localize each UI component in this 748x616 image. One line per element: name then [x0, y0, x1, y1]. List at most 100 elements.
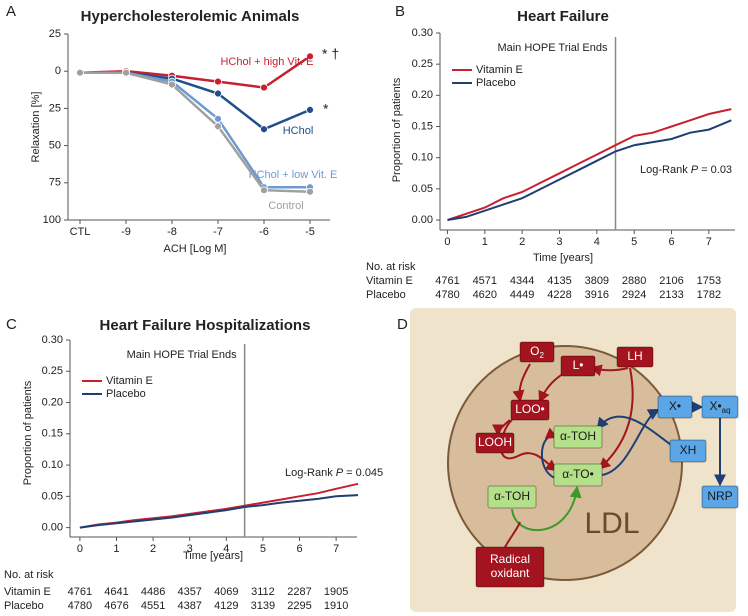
node-label: α-TOH: [494, 489, 530, 503]
y-tick-label: 0.25: [412, 58, 433, 70]
x-axis-label: ACH [Log M]: [164, 243, 227, 255]
risk-row-label: Vitamin E: [4, 586, 51, 598]
node-label: α-TOH: [560, 429, 596, 443]
y-tick-label: 75: [49, 177, 61, 189]
diagram-background: [410, 308, 736, 612]
log-rank-prefix: Log-Rank: [640, 164, 691, 176]
risk-value: 4641: [104, 586, 128, 598]
x-tick-label: 5: [631, 236, 637, 248]
log-rank-symbol: P: [691, 164, 699, 176]
node-text: LH: [627, 349, 642, 363]
node-label: α-TO•: [562, 467, 594, 481]
ldl-particle: [447, 345, 683, 581]
y-tick-label: 50: [49, 140, 61, 152]
x-tick-label: 0: [77, 543, 83, 555]
node-label: O2: [530, 344, 544, 360]
legend-label: Vitamin E: [106, 375, 153, 387]
node: α-TO•: [553, 463, 603, 487]
y-tick-label: 0.00: [412, 214, 433, 226]
node: XH: [669, 439, 707, 463]
risk-value: 4571: [473, 275, 497, 287]
node: X•aq: [701, 395, 739, 419]
y-tick-label: 25: [49, 28, 61, 40]
y-tick-label: 0.05: [412, 183, 433, 195]
legend-label: Placebo: [106, 388, 146, 400]
risk-value: 2924: [622, 289, 646, 301]
node-label: LOO•: [515, 402, 545, 416]
node: α-TOH: [487, 485, 537, 509]
node: L•: [560, 355, 596, 377]
risk-value: 3916: [585, 289, 609, 301]
series-line: [79, 494, 359, 529]
node-label: LOOH: [478, 435, 512, 449]
risk-value: 4676: [104, 600, 128, 612]
x-tick-label: 3: [187, 543, 193, 555]
point: [260, 125, 268, 134]
node-text: α-TOH: [560, 429, 596, 443]
risk-value: 4620: [473, 289, 497, 301]
risk-value: 1782: [697, 289, 721, 301]
panel-label: D: [397, 316, 408, 333]
risk-row-label: Vitamin E: [366, 275, 413, 287]
point: [260, 186, 268, 195]
point: [214, 89, 222, 98]
x-tick-label: 1: [482, 236, 488, 248]
node: LH: [616, 346, 654, 368]
node-label: XH: [680, 443, 697, 457]
arrows: [492, 363, 726, 548]
risk-value: 4069: [214, 586, 238, 598]
x-tick-label: -8: [167, 226, 177, 238]
series-label: HChol + high Vit. E: [220, 56, 313, 68]
node-text: LOOH: [478, 435, 512, 449]
point: [168, 80, 176, 89]
risk-value: 2880: [622, 275, 646, 287]
x-axis-label: Time [years]: [183, 550, 243, 562]
node-label: LH: [627, 349, 642, 363]
x-tick-label: 1: [113, 543, 119, 555]
risk-table-title: No. at risk: [4, 569, 54, 581]
risk-table-title: No. at risk: [366, 261, 416, 273]
chart: C Heart Failure Hospitalizations 0.00 0.05 0…: [4, 316, 383, 612]
point: [306, 52, 314, 61]
y-tick-label: 0.30: [412, 27, 433, 39]
x-tick-label: -7: [213, 226, 223, 238]
risk-value: 2133: [659, 289, 683, 301]
y-tick-label: 0.20: [412, 89, 433, 101]
x-tick-label: 6: [668, 236, 674, 248]
y-axis-label: Proportion of patients: [391, 77, 403, 182]
series-line: [447, 119, 732, 221]
node-text: L•: [573, 358, 584, 372]
x-tick-label: -6: [259, 226, 269, 238]
annotation: * †: [322, 46, 339, 62]
series-label: HChol: [283, 125, 314, 137]
risk-value: 2287: [287, 586, 311, 598]
y-tick-label: 0.05: [42, 490, 63, 502]
x-tick-label: -5: [305, 226, 315, 238]
point: [260, 83, 268, 92]
node: NRP: [701, 485, 739, 509]
point: [306, 105, 314, 114]
risk-row-label: Placebo: [366, 289, 406, 301]
x-tick-label: 4: [223, 543, 229, 555]
x-tick-label: CTL: [70, 226, 91, 238]
chart: B Heart Failure 0.00 0.05 0.10 0.15 0.20 0.25 0.…: [366, 3, 735, 301]
node-box: [701, 485, 739, 509]
series-line: [80, 71, 311, 193]
y-tick-label: 0.30: [42, 334, 63, 346]
node-label: oxidant: [491, 566, 530, 580]
log-rank: Log-Rank P = 0.03: [640, 164, 732, 176]
log-rank: Log-Rank P = 0.045: [285, 467, 383, 479]
risk-value: 4228: [547, 289, 571, 301]
node-label: X•: [669, 399, 681, 413]
node-text: XH: [680, 443, 697, 457]
x-tick-label: 4: [594, 236, 600, 248]
risk-value: 4357: [177, 586, 201, 598]
arrow: [596, 415, 675, 448]
series-line: [79, 482, 359, 529]
node-label: Radical: [490, 552, 530, 566]
risk-value: 4135: [547, 275, 571, 287]
node-box: [616, 346, 654, 368]
x-tick-label: 7: [333, 543, 339, 555]
